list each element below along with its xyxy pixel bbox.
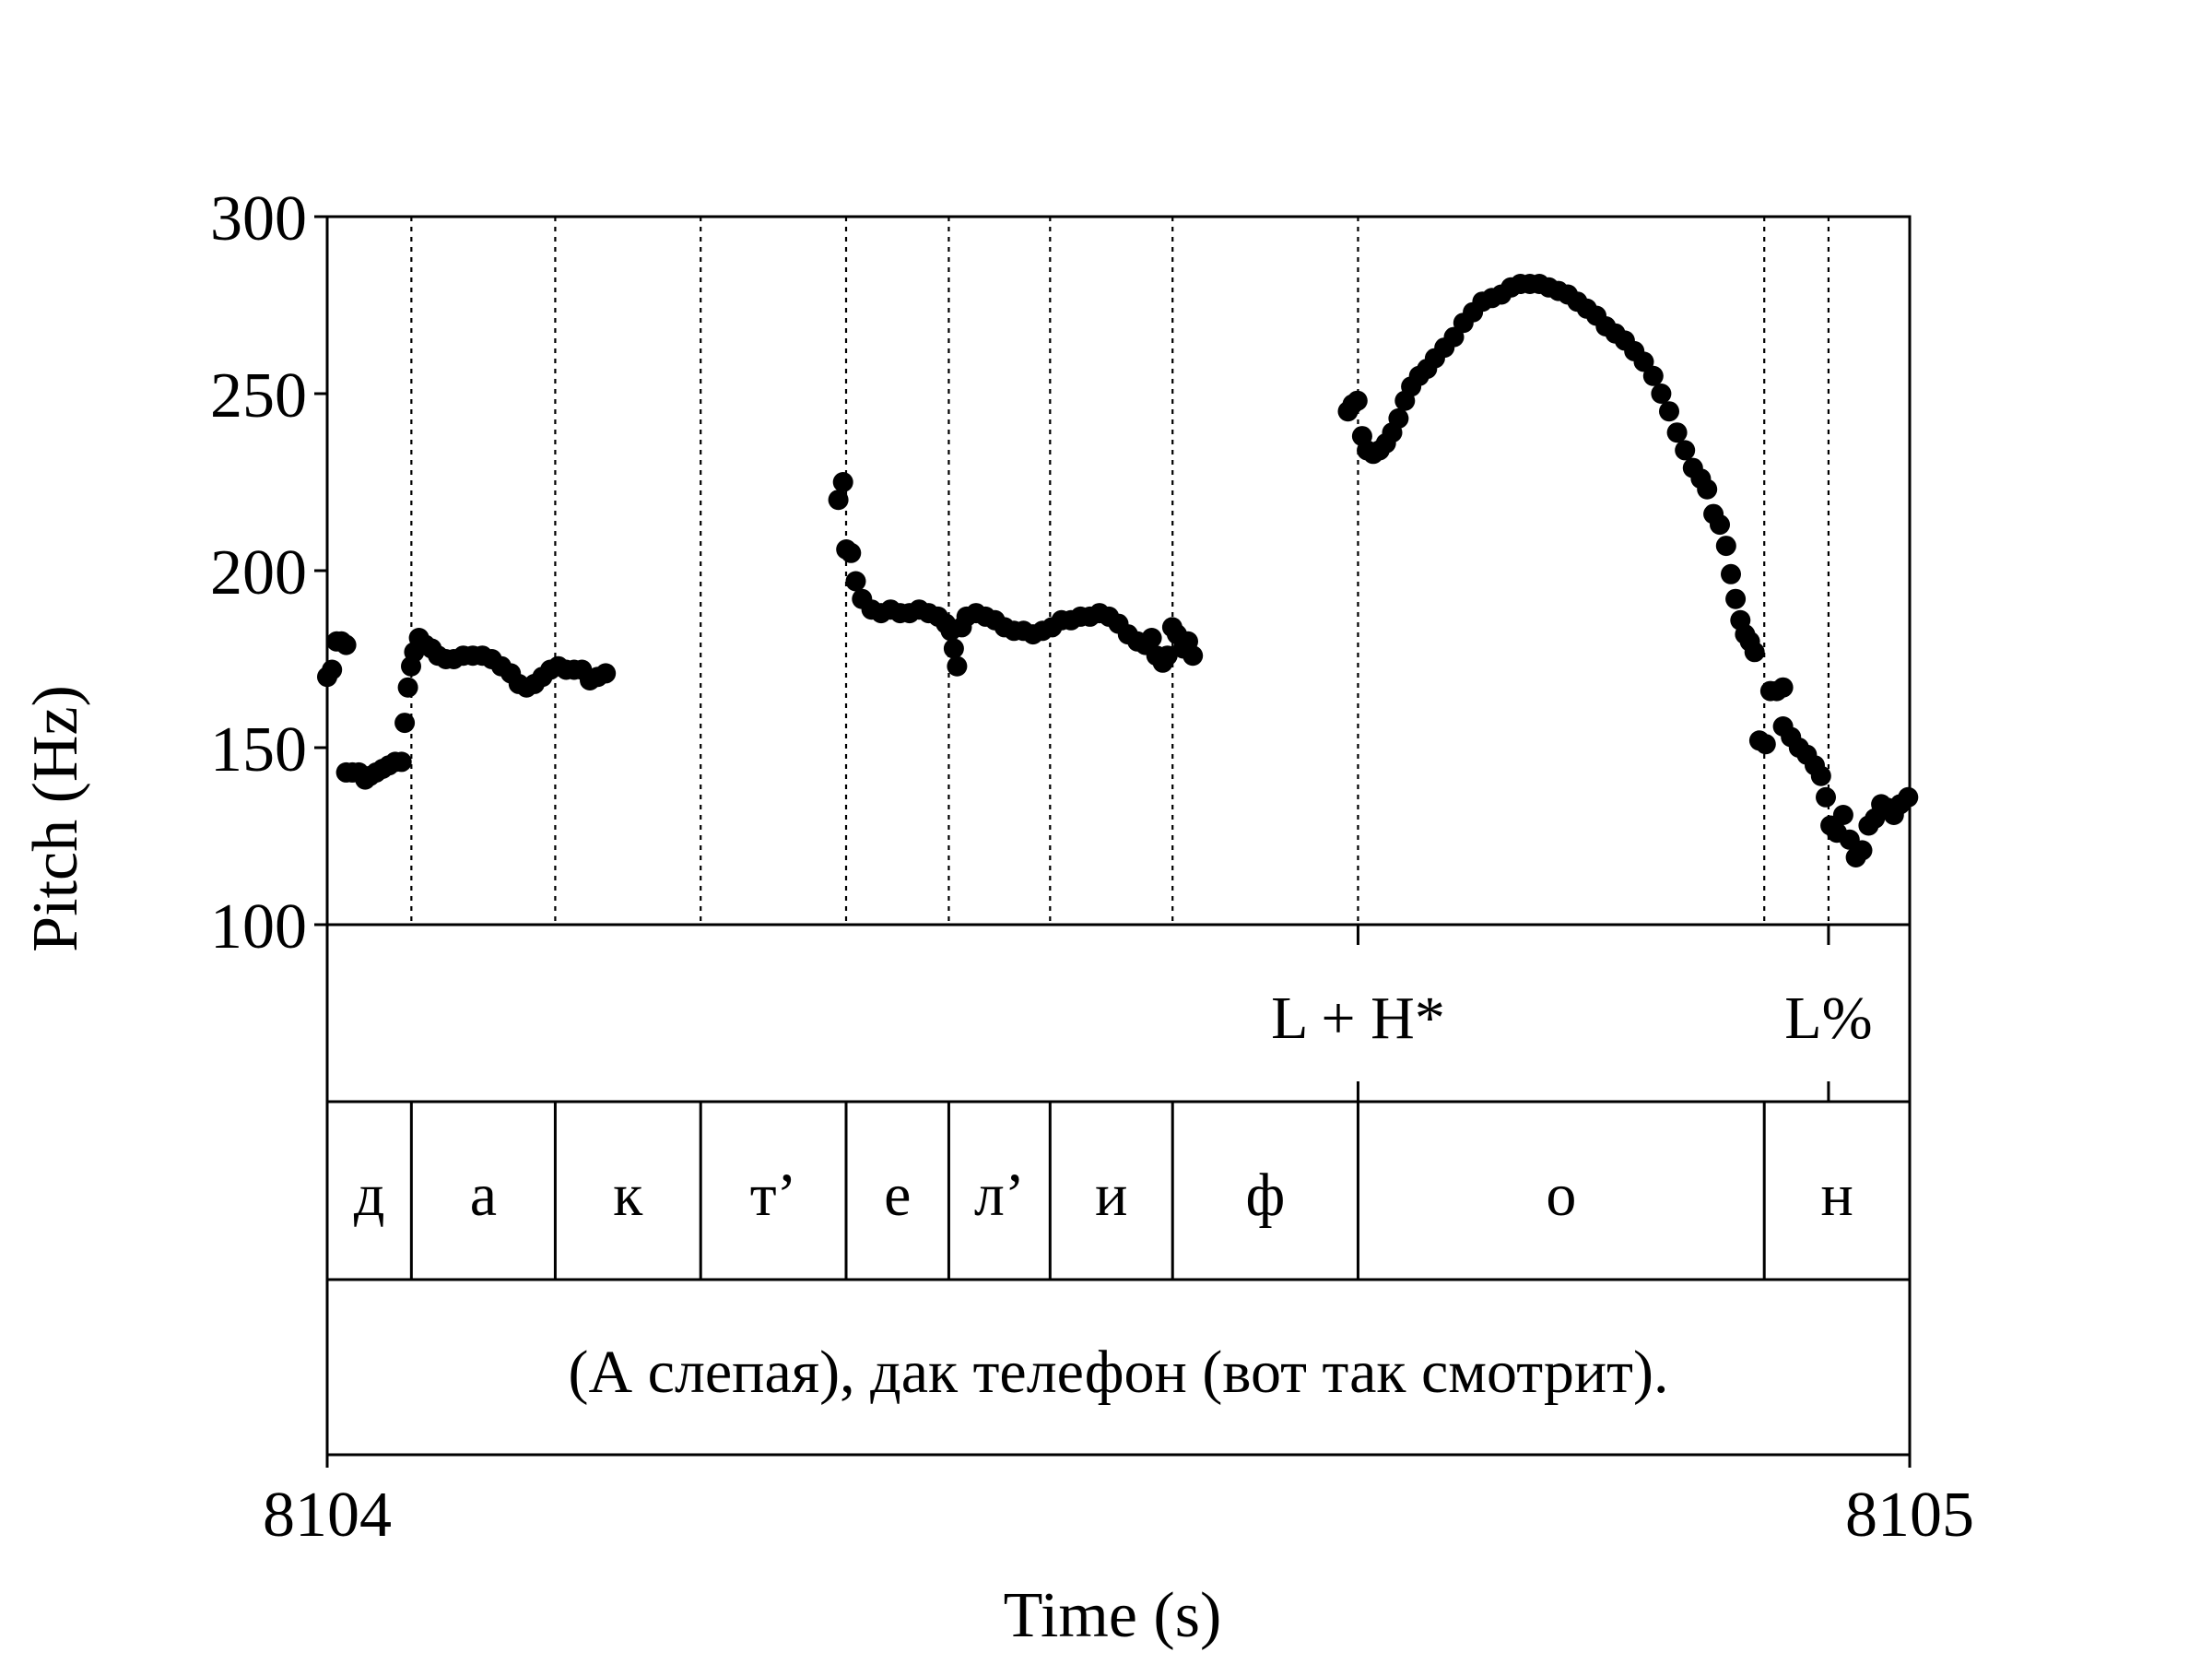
segment-label: о [1546, 1162, 1576, 1229]
annotation-tiers: L + H* L% д а к т’ е л’ и ф о н (А слепая), дак теле… [354, 925, 1873, 1406]
segment-label: д [354, 1162, 385, 1229]
pitch-point [1710, 514, 1730, 536]
y-tick-label: 300 [210, 183, 307, 254]
pitch-point [1744, 642, 1765, 663]
sentence-label: (А слепая), дак телефон (вот так смотрит… [569, 1339, 1669, 1406]
y-tick-label: 250 [210, 360, 307, 431]
segment-label: а [470, 1162, 497, 1229]
pitch-point [947, 655, 968, 677]
pitch-point [394, 713, 416, 734]
pitch-point [841, 542, 862, 563]
segment-label: л’ [974, 1162, 1025, 1229]
pitch-point [1157, 645, 1178, 667]
y-axis-title: Pitch (Hz) [20, 685, 91, 952]
pitch-point [1816, 786, 1836, 808]
pitch-point [1852, 840, 1873, 861]
pitch-point [391, 751, 412, 773]
x-tick-label: 8105 [1845, 1480, 1974, 1551]
pitch-points [317, 274, 1919, 867]
pitch-point [1715, 536, 1736, 557]
segment-label: т’ [750, 1162, 797, 1229]
pitch-point [322, 659, 343, 680]
pitch-point [335, 634, 357, 655]
pitch-point [595, 663, 617, 684]
pitch-point [1182, 645, 1204, 667]
pitch-point [1721, 563, 1741, 584]
pitch-point [1898, 786, 1919, 808]
segment-label: и [1095, 1162, 1127, 1229]
pitch-point [1633, 351, 1654, 372]
pitch-point [1651, 384, 1672, 404]
pitch-point [1666, 422, 1688, 443]
pitch-point [1141, 628, 1162, 648]
pitch-point [1755, 734, 1776, 755]
axis-ticks: 300 250 200 150 100 8104 8105 [210, 183, 1974, 1551]
y-tick-label: 200 [210, 537, 307, 608]
y-tick-label: 100 [210, 891, 307, 962]
pitch-point [397, 677, 418, 698]
pitch-point [1642, 365, 1664, 386]
pitch-point [1697, 478, 1718, 500]
tone-label: L + H* [1271, 985, 1445, 1052]
segment-label: ф [1245, 1162, 1285, 1229]
pitch-point [1659, 401, 1679, 422]
x-axis-title: Time (s) [1004, 1580, 1222, 1651]
pitch-point [943, 638, 964, 659]
pitch-point [1443, 326, 1465, 348]
pitch-point [1725, 588, 1747, 609]
pitch-point [828, 490, 849, 511]
tone-label: L% [1784, 985, 1872, 1052]
segment-label: к [613, 1162, 643, 1229]
pitch-point [845, 571, 866, 592]
pitch-point [1832, 805, 1853, 825]
pitch-point [1772, 677, 1794, 698]
pitch-point [1388, 407, 1409, 429]
pitch-point [832, 472, 853, 492]
plot-border [325, 215, 1912, 1457]
x-tick-label: 8104 [263, 1480, 392, 1551]
y-tick-label: 150 [210, 714, 307, 785]
segment-label: е [884, 1162, 911, 1229]
pitch-point [1675, 440, 1696, 461]
segment-label: н [1820, 1162, 1853, 1229]
plot-frame [325, 215, 1912, 1457]
pitch-point [1810, 765, 1831, 786]
